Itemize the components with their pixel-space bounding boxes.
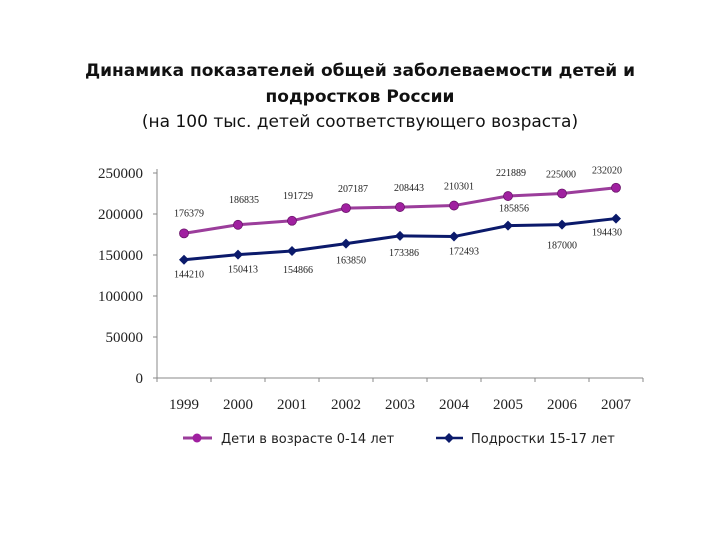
data-point-teens [611, 213, 621, 224]
y-tick-label: 100000 [98, 289, 143, 305]
x-tick-label: 2002 [331, 397, 361, 413]
data-label: 232020 [592, 166, 622, 177]
data-point-teens [503, 220, 513, 231]
data-point-children [233, 219, 243, 230]
data-point-children [287, 215, 297, 226]
data-label: 185856 [499, 204, 529, 215]
chart-title-line2: подростков России [265, 87, 455, 107]
data-point-teens [287, 246, 297, 257]
data-label: 210301 [444, 182, 474, 193]
data-point-children [449, 200, 459, 211]
data-label: 208443 [394, 183, 424, 194]
legend-label-children: Дети в возрасте 0-14 лет [221, 432, 395, 447]
data-point-teens [449, 231, 459, 242]
data-label: 194430 [592, 228, 622, 239]
data-label: 186835 [229, 195, 259, 206]
y-tick-label: 150000 [98, 248, 143, 264]
y-tick-label: 250000 [98, 166, 143, 182]
data-point-teens [395, 230, 405, 241]
legend-marker-children [192, 433, 202, 443]
data-label: 150413 [228, 265, 258, 276]
x-tick-label: 2003 [385, 397, 415, 413]
data-label: 173386 [389, 248, 419, 259]
data-point-children [179, 228, 189, 239]
data-point-teens [179, 254, 189, 265]
data-label: 172493 [449, 247, 479, 258]
data-label: 221889 [496, 168, 526, 179]
data-point-children [395, 202, 405, 212]
x-tick-label: 2005 [493, 397, 523, 413]
y-tick-label: 200000 [98, 207, 143, 223]
data-label: 144210 [174, 270, 204, 281]
data-label: 176379 [174, 208, 204, 219]
data-point-children [503, 191, 513, 201]
data-label: 163850 [336, 256, 366, 267]
x-tick-label: 2000 [223, 397, 253, 413]
data-point-teens [557, 219, 567, 230]
y-tick-label: 0 [136, 371, 144, 387]
data-point-children [557, 188, 567, 199]
legend-marker-teens [444, 433, 454, 443]
data-point-children [341, 203, 351, 214]
data-label: 207187 [338, 184, 368, 195]
chart-subtitle: (на 100 тыс. детей соответствующего возр… [141, 112, 579, 132]
legend-label-teens: Подростки 15-17 лет [471, 432, 615, 447]
data-label: 154866 [283, 265, 313, 276]
data-label: 187000 [547, 241, 577, 252]
x-tick-label: 2006 [547, 397, 578, 413]
data-label: 225000 [546, 170, 576, 181]
data-point-teens [341, 238, 351, 249]
x-tick-label: 1999 [169, 397, 199, 413]
y-tick-label: 50000 [106, 330, 144, 346]
x-tick-label: 2004 [439, 397, 470, 413]
x-tick-label: 2007 [601, 397, 632, 413]
data-label: 191729 [283, 191, 313, 202]
data-point-children [611, 182, 621, 193]
chart-title-line1: Динамика показателей общей заболеваемост… [84, 61, 636, 81]
x-tick-label: 2001 [277, 397, 307, 413]
data-point-teens [233, 249, 243, 260]
chart-title: Динамика показателей общей заболеваемост… [0, 58, 720, 110]
